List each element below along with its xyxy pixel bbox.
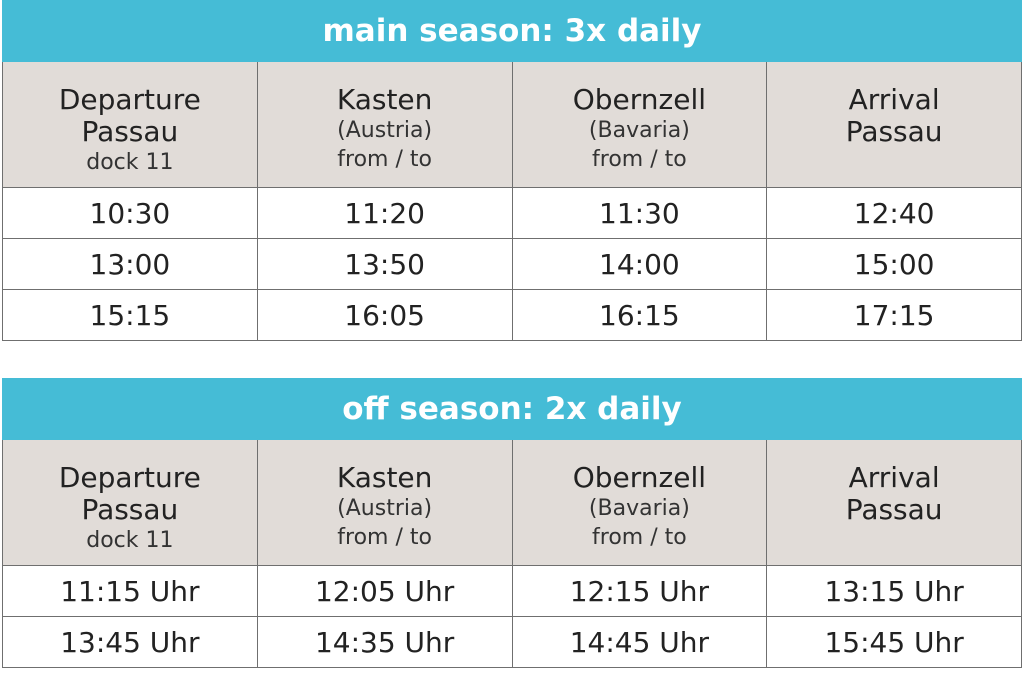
time-cell: 12:40	[766, 187, 1022, 239]
header-main: Arrival	[848, 461, 940, 494]
time-row: 11:15 Uhr 12:05 Uhr 12:15 Uhr 13:15 Uhr	[2, 565, 1022, 617]
header-main: Kasten	[336, 83, 433, 116]
schedule-table: main season: 3x daily Departure Passau dock…	[2, 0, 1022, 341]
header-main: Departure	[58, 83, 201, 116]
header-main: Passau	[81, 115, 179, 148]
header-sub: (Austria)	[337, 496, 433, 521]
header-main: Arrival	[848, 83, 940, 116]
header-sub: dock 11	[86, 150, 174, 175]
time-cell: 13:50	[256, 238, 513, 290]
time-cell: 15:45 Uhr	[766, 616, 1022, 668]
header-main: Passau	[81, 493, 179, 526]
header-main: Departure	[58, 461, 201, 494]
time-cell: 17:15	[766, 289, 1022, 341]
time-cell: 15:15	[2, 289, 258, 341]
time-row: 15:15 16:05 16:15 17:15	[2, 289, 1022, 341]
time-cell: 12:15 Uhr	[511, 565, 768, 617]
time-row: 13:45 Uhr 14:35 Uhr 14:45 Uhr 15:45 Uhr	[2, 616, 1022, 668]
time-cell: 13:45 Uhr	[2, 616, 258, 668]
header-sub: from / to	[592, 147, 687, 172]
time-cell: 10:30	[2, 187, 258, 239]
header-main: Obernzell	[572, 83, 707, 116]
header-cell: Kasten (Austria) from / to	[256, 61, 513, 188]
title-row: off season: 2x daily	[2, 378, 1022, 440]
time-row: 10:30 11:20 11:30 12:40	[2, 187, 1022, 239]
time-cell: 12:05 Uhr	[256, 565, 513, 617]
header-main: Kasten	[336, 461, 433, 494]
header-main: Passau	[845, 115, 943, 148]
schedule-table: off season: 2x daily Departure Passau dock …	[2, 378, 1022, 668]
header-sub: (Bavaria)	[588, 496, 690, 521]
time-cell: 16:05	[256, 289, 513, 341]
time-cell: 14:00	[511, 238, 768, 290]
header-cell: Departure Passau dock 11	[2, 439, 258, 566]
header-sub: from / to	[337, 147, 432, 172]
time-cell: 11:20	[256, 187, 513, 239]
header-cell: Arrival Passau	[766, 439, 1022, 566]
header-cell: Departure Passau dock 11	[2, 61, 258, 188]
time-cell: 13:00	[2, 238, 258, 290]
header-row: Departure Passau dock 11 Kasten (Austria) fro…	[2, 61, 1022, 188]
header-sub: from / to	[592, 525, 687, 550]
header-cell: Kasten (Austria) from / to	[256, 439, 513, 566]
table-title: main season: 3x daily	[2, 0, 1022, 62]
time-cell: 11:30	[511, 187, 768, 239]
time-row: 13:00 13:50 14:00 15:00	[2, 238, 1022, 290]
time-cell: 13:15 Uhr	[766, 565, 1022, 617]
header-sub: from / to	[337, 525, 432, 550]
time-cell: 16:15	[511, 289, 768, 341]
header-cell: Obernzell (Bavaria) from / to	[511, 61, 768, 188]
time-cell: 14:45 Uhr	[511, 616, 768, 668]
time-cell: 15:00	[766, 238, 1022, 290]
header-main: Obernzell	[572, 461, 707, 494]
table-title: off season: 2x daily	[2, 378, 1022, 440]
time-cell: 14:35 Uhr	[256, 616, 513, 668]
title-row: main season: 3x daily	[2, 0, 1022, 62]
header-sub: (Bavaria)	[588, 118, 690, 143]
header-cell: Arrival Passau	[766, 61, 1022, 188]
time-cell: 11:15 Uhr	[2, 565, 258, 617]
header-row: Departure Passau dock 11 Kasten (Austria) fro…	[2, 439, 1022, 566]
header-sub: dock 11	[86, 528, 174, 553]
header-main: Passau	[845, 493, 943, 526]
header-cell: Obernzell (Bavaria) from / to	[511, 439, 768, 566]
header-sub: (Austria)	[337, 118, 433, 143]
